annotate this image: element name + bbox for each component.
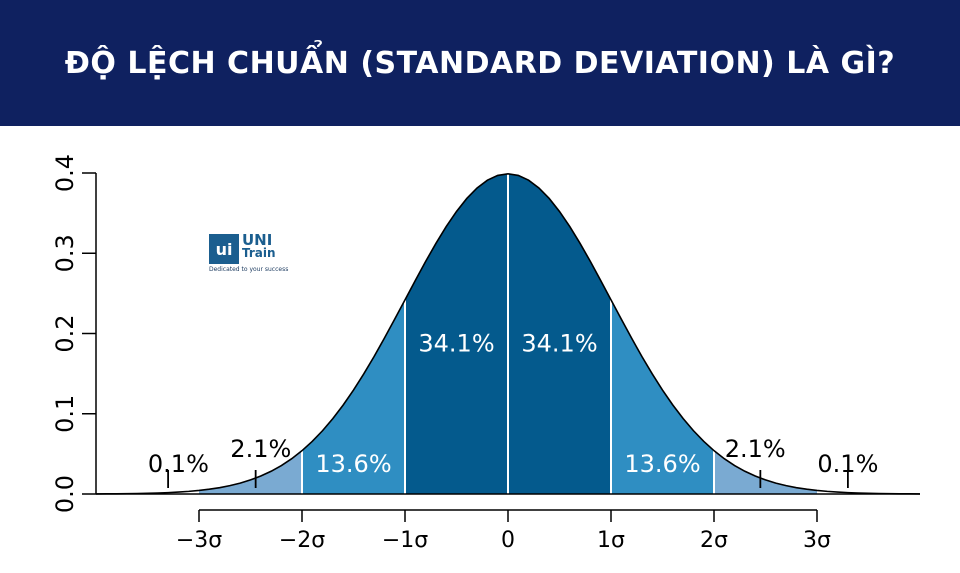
x-tick-label: 2σ [700,528,728,553]
tail-label: 2.1% [230,435,291,463]
logo-mark: ui [209,234,239,264]
band-label: 34.1% [521,330,597,358]
x-tick-label: 1σ [597,528,625,553]
tail-label: 0.1% [148,450,209,478]
density-curve [95,173,921,495]
x-tick-label: 3σ [803,528,831,553]
title-banner: ĐỘ LỆCH CHUẨN (STANDARD DEVIATION) LÀ GÌ… [0,0,960,126]
page-title: ĐỘ LỆCH CHUẨN (STANDARD DEVIATION) LÀ GÌ… [64,45,896,81]
y-tick-label: 0.2 [51,314,79,352]
logo-uni: UNI [242,231,273,249]
logo-wordmark: UNI Train [242,231,276,260]
x-tick-label: −3σ [176,528,222,553]
y-tick-label: 0.3 [51,234,79,272]
band-label: 13.6% [624,450,700,478]
tail-label: 0.1% [817,450,878,478]
band-label: 34.1% [418,330,494,358]
band-5 [714,450,817,494]
x-tick-label: 0 [501,528,515,553]
logo-slogan: Dedicated to your success [209,266,289,273]
x-tick-label: −1σ [382,528,428,553]
y-tick-label: 0.4 [51,154,79,192]
x-tick-label: −2σ [279,528,325,553]
band-label: 13.6% [315,450,391,478]
band-0 [199,450,302,494]
tail-label: 2.1% [725,435,786,463]
logo-train: Train [242,246,276,260]
unitrain-logo: ui UNI Train Dedicated to your success [209,231,288,273]
y-tick-label: 0.0 [51,475,79,513]
y-tick-label: 0.1 [51,395,79,433]
